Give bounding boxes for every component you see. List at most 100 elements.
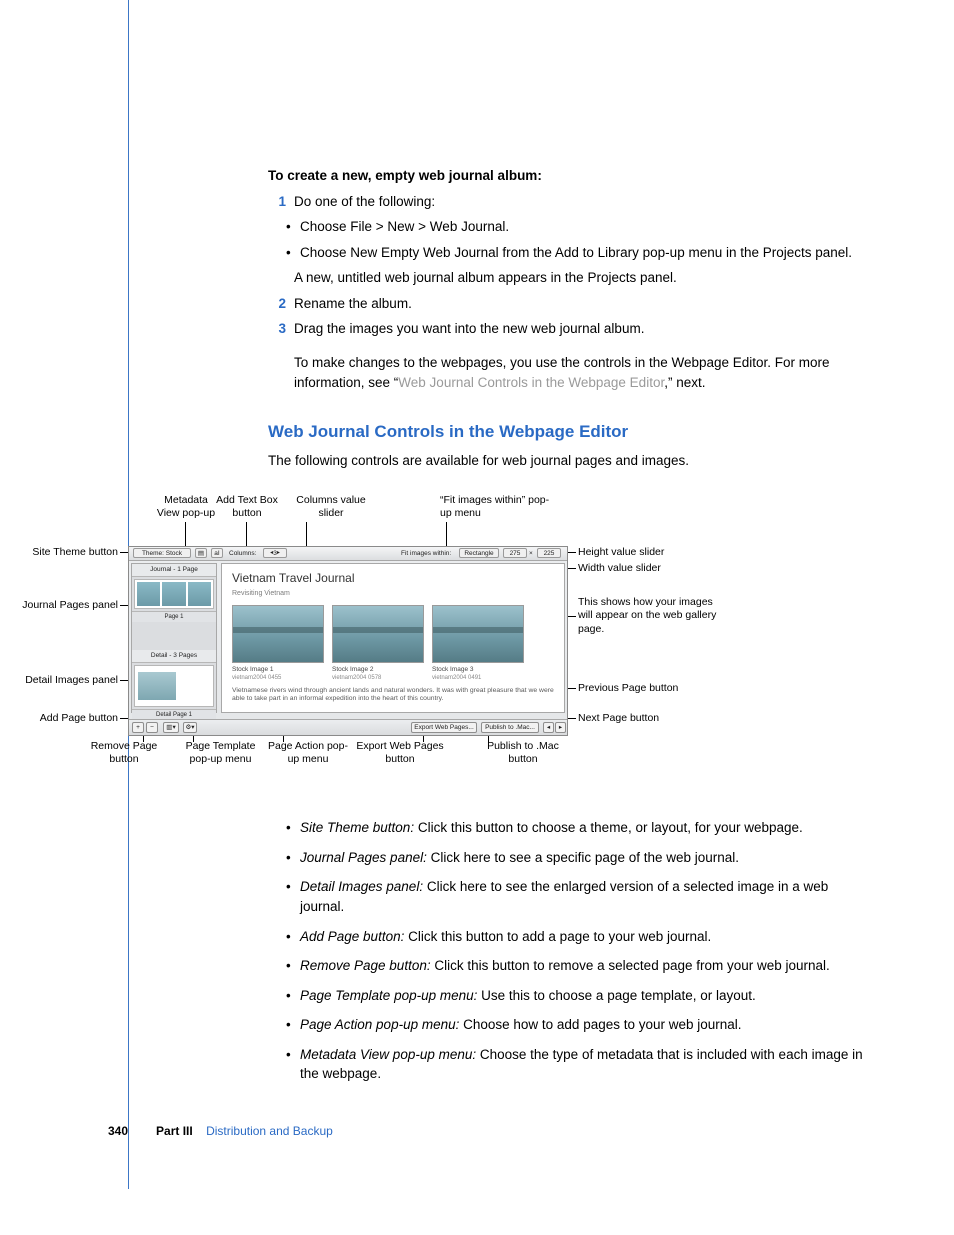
definition-text: Metadata View pop-up menu: Choose the ty… bbox=[300, 1045, 868, 1084]
definition-text: Remove Page button: Click this button to… bbox=[300, 956, 868, 976]
journal-pages-panel-title[interactable]: Journal - 1 Page bbox=[132, 564, 216, 576]
metadata-view-popup[interactable]: ▤ bbox=[195, 548, 207, 558]
section-intro: The following controls are available for… bbox=[268, 451, 868, 471]
journal-subtitle: Revisiting Vietnam bbox=[232, 589, 554, 599]
detail-images-panel-title[interactable]: Detail - 3 Pages bbox=[132, 650, 216, 662]
definition-item: •Metadata View pop-up menu: Choose the t… bbox=[268, 1045, 868, 1084]
callout-add-page: Add Page button bbox=[0, 712, 118, 725]
definition-item: •Page Action pop-up menu: Choose how to … bbox=[268, 1015, 868, 1035]
export-web-pages-button[interactable]: Export Web Pages... bbox=[411, 722, 477, 733]
bullet-dot: • bbox=[286, 986, 300, 1006]
definition-term: Page Action pop-up menu: bbox=[300, 1017, 459, 1032]
section-heading: Web Journal Controls in the Webpage Edit… bbox=[268, 420, 868, 445]
definition-text: Detail Images panel: Click here to see t… bbox=[300, 877, 868, 916]
definition-desc: Use this to choose a page template, or l… bbox=[477, 988, 755, 1003]
callout-next-page: Next Page button bbox=[578, 712, 718, 725]
editor-top-toolbar: Theme: Stock ▤ aI Columns: ◂ 3 ▸ Fit ima… bbox=[129, 547, 567, 561]
definition-desc: Click this button to remove a selected p… bbox=[431, 958, 830, 973]
editor-preview: Vietnam Travel Journal Revisiting Vietna… bbox=[221, 563, 565, 713]
detail-image-thumb[interactable] bbox=[134, 665, 214, 707]
image-caption: Stock Image 2 bbox=[332, 665, 424, 674]
image-id: vietnam2004 0491 bbox=[432, 674, 524, 683]
definition-term: Metadata View pop-up menu: bbox=[300, 1047, 476, 1062]
thumb-icon bbox=[162, 582, 185, 606]
page-action-popup[interactable]: ⚙▾ bbox=[183, 722, 197, 733]
image-row: Stock Image 1 vietnam2004 0455 Stock Ima… bbox=[232, 605, 554, 683]
bullet-dot: • bbox=[286, 818, 300, 838]
callout-page-template: Page Template pop-up menu bbox=[178, 740, 263, 766]
previous-page-button[interactable]: ◂ bbox=[543, 722, 554, 733]
publish-to-mac-button[interactable]: Publish to .Mac... bbox=[481, 722, 539, 733]
definition-term: Detail Images panel: bbox=[300, 879, 423, 894]
gallery-image[interactable]: Stock Image 3 vietnam2004 0491 bbox=[432, 605, 524, 683]
thumb-icon bbox=[188, 582, 211, 606]
journal-page-thumb[interactable] bbox=[134, 579, 214, 609]
site-theme-button[interactable]: Theme: Stock bbox=[133, 548, 191, 558]
bullet-dot: • bbox=[286, 243, 300, 263]
definition-term: Journal Pages panel: bbox=[300, 850, 427, 865]
callout-page-action: Page Action pop-up menu bbox=[268, 740, 348, 766]
fit-within-popup[interactable]: Rectangle bbox=[459, 548, 499, 558]
step-text: Rename the album. bbox=[294, 294, 868, 314]
bullet-dot: • bbox=[286, 927, 300, 947]
callout-add-textbox: Add Text Box button bbox=[212, 494, 282, 520]
remove-page-button[interactable]: − bbox=[146, 722, 158, 733]
image-id: vietnam2004 0455 bbox=[232, 674, 324, 683]
callout-journal-pages: Journal Pages panel bbox=[0, 599, 118, 612]
page-number: 340 bbox=[108, 1123, 128, 1140]
callout-columns-slider: Columns value slider bbox=[296, 494, 366, 520]
callout-detail-images: Detail Images panel bbox=[0, 674, 118, 687]
journal-title: Vietnam Travel Journal bbox=[232, 570, 554, 587]
cross-ref-link[interactable]: Web Journal Controls in the Webpage Edit… bbox=[398, 375, 664, 390]
columns-value-slider[interactable]: ◂ 3 ▸ bbox=[263, 548, 287, 558]
next-page-button[interactable]: ▸ bbox=[555, 722, 566, 733]
step-number: 1 bbox=[268, 192, 286, 212]
callout-fit-within: “Fit images within” pop-up menu bbox=[440, 494, 550, 520]
width-value-slider[interactable]: 275 bbox=[503, 548, 527, 558]
callout-width-slider: Width value slider bbox=[578, 562, 718, 575]
definition-item: •Site Theme button: Click this button to… bbox=[268, 818, 868, 838]
definition-text: Journal Pages panel: Click here to see a… bbox=[300, 848, 868, 868]
callout-export: Export Web Pages button bbox=[350, 740, 450, 766]
thumb-icon bbox=[137, 582, 160, 606]
leader-line bbox=[446, 522, 447, 546]
callout-prev-page: Previous Page button bbox=[578, 682, 718, 695]
add-textbox-button[interactable]: aI bbox=[211, 548, 223, 558]
x-label: × bbox=[529, 549, 533, 558]
journal-page-label: Page 1 bbox=[132, 611, 216, 623]
chapter-label: Distribution and Backup bbox=[206, 1124, 333, 1138]
definition-text: Site Theme button: Click this button to … bbox=[300, 818, 868, 838]
definition-item: •Add Page button: Click this button to a… bbox=[268, 927, 868, 947]
journal-description: Vietnamese rivers wind through ancient l… bbox=[232, 687, 554, 703]
height-value-slider[interactable]: 225 bbox=[537, 548, 561, 558]
editor-sidebar: Journal - 1 Page Page 1 Detail - 3 Pages… bbox=[131, 563, 217, 713]
definition-text: Page Action pop-up menu: Choose how to a… bbox=[300, 1015, 868, 1035]
sub-bullet: • Choose File > New > Web Journal. bbox=[268, 217, 868, 237]
image-id: vietnam2004 0578 bbox=[332, 674, 424, 683]
callout-preview-note: This shows how your images will appear o… bbox=[578, 596, 718, 635]
bullet-dot: • bbox=[286, 877, 300, 916]
gallery-image[interactable]: Stock Image 2 vietnam2004 0578 bbox=[332, 605, 424, 683]
definition-desc: Click this button to add a page to your … bbox=[404, 929, 711, 944]
columns-label: Columns: bbox=[229, 549, 256, 558]
callout-publish: Publish to .Mac button bbox=[478, 740, 568, 766]
image-caption: Stock Image 1 bbox=[232, 665, 324, 674]
callout-remove-page: Remove Page button bbox=[84, 740, 164, 766]
definition-item: •Page Template pop-up menu: Use this to … bbox=[268, 986, 868, 1006]
add-page-button[interactable]: + bbox=[132, 722, 144, 733]
step-3: 3 Drag the images you want into the new … bbox=[268, 319, 868, 339]
page-template-popup[interactable]: ▥▾ bbox=[163, 722, 179, 733]
step-number: 3 bbox=[268, 319, 286, 339]
step-2: 2 Rename the album. bbox=[268, 294, 868, 314]
definition-term: Page Template pop-up menu: bbox=[300, 988, 477, 1003]
definition-item: •Journal Pages panel: Click here to see … bbox=[268, 848, 868, 868]
definitions-list: •Site Theme button: Click this button to… bbox=[268, 818, 868, 1084]
after-steps-para: To make changes to the webpages, you use… bbox=[268, 353, 868, 392]
sub-bullet: • Choose New Empty Web Journal from the … bbox=[268, 243, 868, 263]
thumb-icon bbox=[138, 672, 176, 700]
page-footer: 340 Part III Distribution and Backup bbox=[108, 1123, 333, 1140]
definition-text: Add Page button: Click this button to ad… bbox=[300, 927, 868, 947]
definition-text: Page Template pop-up menu: Use this to c… bbox=[300, 986, 868, 1006]
leader-line bbox=[306, 522, 307, 546]
gallery-image[interactable]: Stock Image 1 vietnam2004 0455 bbox=[232, 605, 324, 683]
